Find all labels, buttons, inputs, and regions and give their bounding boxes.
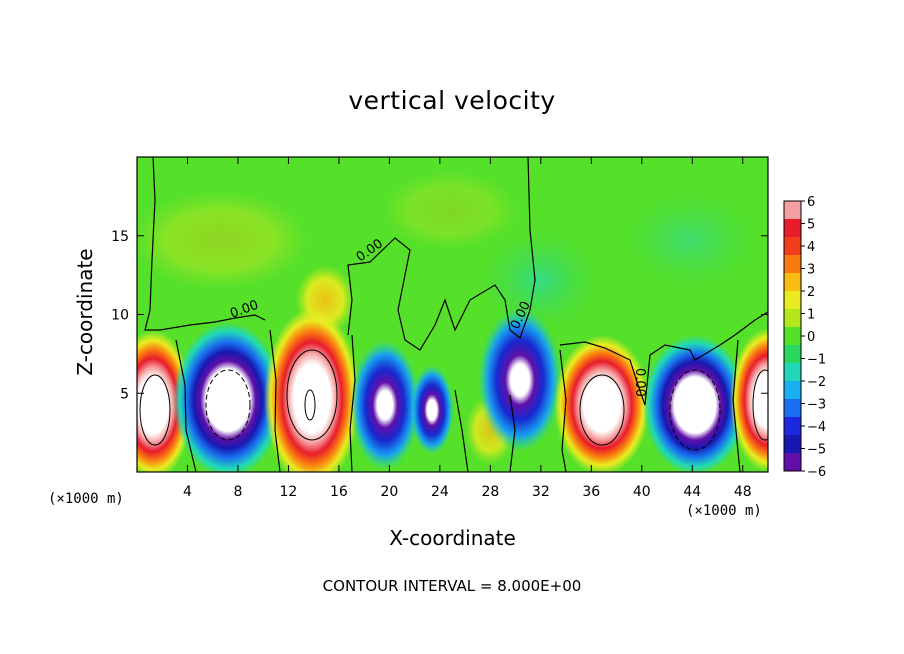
x-tick-label: 16	[330, 484, 348, 500]
colorbar-swatch	[784, 273, 801, 292]
y-axis-label: Z-coordinate	[73, 248, 97, 376]
x-tick-label: 20	[380, 484, 398, 500]
inner-contour	[579, 374, 625, 446]
colorbar-swatch	[784, 417, 801, 436]
zero-contour	[559, 349, 567, 472]
zero-contour	[732, 339, 741, 472]
colorbar-label: −4	[807, 420, 826, 435]
zero-contour	[559, 311, 768, 406]
zero-contour	[349, 334, 356, 472]
contour-label: 0.00	[632, 368, 647, 397]
colorbar-swatch	[784, 219, 801, 238]
inner-contour	[304, 389, 316, 421]
x-tick-label: 32	[532, 484, 550, 500]
colorbar-label: 6	[807, 195, 815, 210]
downdraft-cell	[478, 308, 562, 452]
soft-positive-region	[380, 170, 520, 250]
zero-contour	[269, 329, 281, 472]
inner-contour-negative	[205, 369, 251, 441]
colorbar: 6 5 4 3 2 1 0 −1 −2 −3 −4 −5 −6	[783, 195, 826, 480]
colorbar-label: −1	[807, 353, 826, 368]
inner-contour	[139, 374, 171, 446]
colorbar-swatch	[784, 237, 801, 256]
contour-interval-note: CONTOUR INTERVAL = 8.000E+00	[322, 577, 582, 595]
colorbar-label: −5	[807, 443, 826, 458]
colorbar-label: 5	[807, 218, 815, 233]
x-tick-label: 48	[734, 484, 752, 500]
zero-contour	[454, 389, 469, 472]
x-unit-label-right: (×1000 m)	[686, 503, 762, 519]
colorbar-swatch	[784, 363, 801, 382]
colorbar-swatch	[784, 381, 801, 400]
downdraft-cell	[173, 322, 283, 472]
updraft-cell	[554, 335, 650, 472]
colorbar-label: −3	[807, 398, 826, 413]
colorbar-label: −2	[807, 375, 826, 390]
downdraft-cell	[350, 340, 420, 470]
x-tick-label: 24	[431, 484, 449, 500]
updraft-cell	[730, 328, 768, 472]
colorbar-label: −6	[807, 465, 826, 480]
inner-contour	[286, 349, 338, 441]
zero-contour	[347, 157, 536, 351]
zero-contour	[175, 339, 197, 472]
colorbar-label: 2	[807, 285, 815, 300]
x-axis-label: X-coordinate	[389, 526, 516, 550]
x-tick-label: 28	[481, 484, 499, 500]
x-axis: 4 8 12 16 20 24 28 32 36 40 44 48	[183, 157, 752, 500]
colorbar-label: 1	[807, 308, 815, 323]
colorbar-label: 4	[807, 240, 815, 255]
soft-negative-region	[620, 190, 760, 290]
colorbar-swatch	[784, 345, 801, 364]
y-axis: 5 10 15	[111, 229, 768, 402]
x-tick-label: 36	[582, 484, 600, 500]
x-tick-label: 44	[683, 484, 701, 500]
soft-negative-region	[480, 230, 600, 330]
inner-contour	[752, 369, 768, 441]
x-tick-label: 12	[280, 484, 298, 500]
inner-contour-negative	[669, 369, 721, 451]
colorbar-swatch	[784, 255, 801, 274]
updraft-cell	[264, 308, 360, 472]
zero-contour	[144, 157, 266, 331]
y-tick-label: 15	[111, 229, 129, 245]
colorbar-label: 3	[807, 263, 815, 278]
x-tick-label: 4	[183, 484, 192, 500]
chart-title: vertical velocity	[348, 86, 556, 115]
colorbar-swatch	[784, 435, 801, 454]
colorbar-swatch	[784, 309, 801, 328]
x-unit-label-left: (×1000 m)	[48, 491, 124, 507]
colorbar-swatch	[784, 453, 801, 472]
downdraft-cell	[643, 335, 747, 472]
downdraft-cell	[410, 365, 454, 455]
zero-contour	[509, 394, 516, 472]
y-tick-label: 5	[120, 386, 129, 402]
colorbar-label: 0	[807, 330, 815, 345]
colorbar-swatch	[784, 327, 801, 346]
colorbar-swatch	[784, 201, 801, 220]
soft-positive-region	[137, 190, 310, 290]
x-tick-label: 40	[633, 484, 651, 500]
colorbar-swatch	[784, 399, 801, 418]
heatmap-field	[137, 157, 768, 472]
x-tick-label: 8	[233, 484, 242, 500]
colorbar-swatch	[784, 291, 801, 310]
y-tick-label: 10	[111, 308, 129, 324]
